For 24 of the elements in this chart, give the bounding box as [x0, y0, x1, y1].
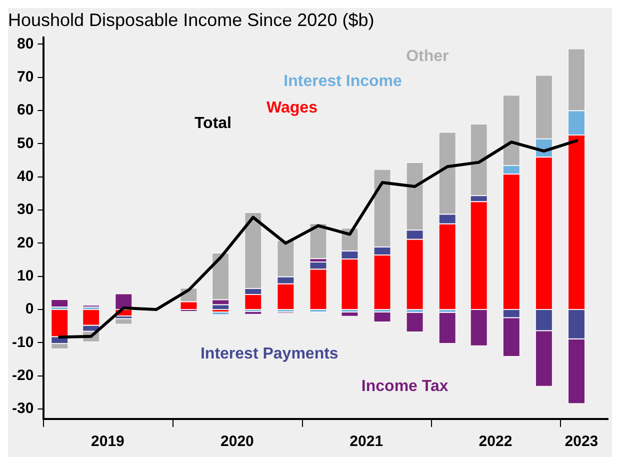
y-tick-label: -30	[12, 400, 34, 418]
text: Interest Income	[284, 72, 402, 90]
y-tick-label: 60	[16, 102, 34, 119]
x-tick-label: 2019	[91, 433, 124, 450]
chart-title: Houshold Disposable Income Since 2020 ($b)	[8, 10, 374, 30]
text: Interest Payments	[200, 346, 338, 363]
y-tick-label: 0	[25, 300, 34, 318]
y-tick-label: 20	[16, 234, 34, 252]
text: Other	[406, 48, 449, 66]
x-tick-label: 2023	[564, 433, 598, 450]
y-tick-label: 40	[16, 168, 34, 186]
y-tick-label: 50	[16, 134, 34, 152]
text: Income Tax	[361, 378, 448, 395]
y-tick-label: 30	[16, 201, 34, 218]
y-tick-label: 10	[16, 268, 34, 285]
y-tick-label: 80	[16, 35, 34, 52]
x-tick-label: 2022	[478, 433, 512, 450]
x-tick-label: 2021	[350, 433, 384, 450]
y-tick-label: -10	[12, 334, 34, 351]
x-tick-label: 2020	[220, 433, 254, 450]
y-tick-label: -20	[12, 367, 34, 384]
y-tick-label: 70	[16, 68, 34, 86]
text: Wages	[266, 100, 318, 117]
text: Total	[194, 114, 232, 132]
